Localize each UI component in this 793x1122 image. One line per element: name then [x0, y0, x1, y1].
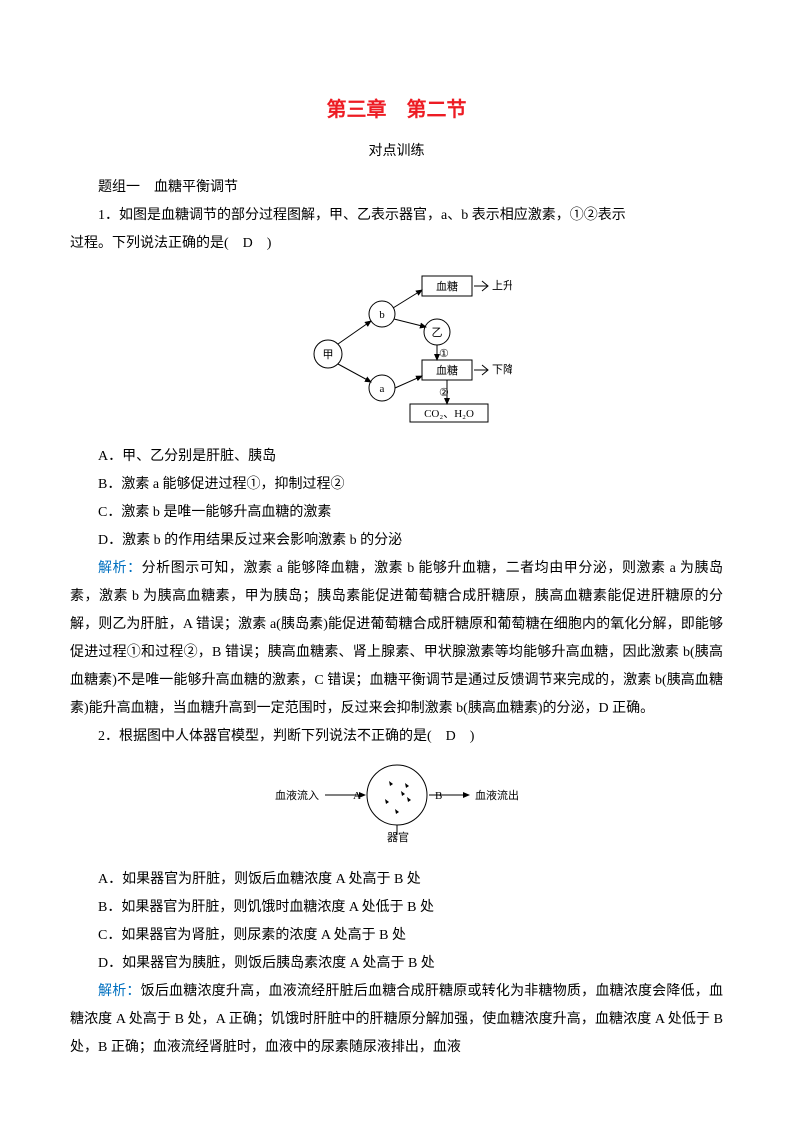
svg-text:①: ①: [439, 348, 449, 360]
svg-text:CO₂、H₂O: CO₂、H₂O: [424, 408, 474, 420]
q1-diagram: 甲ba乙血糖血糖CO₂、H₂O上升下降①②: [70, 264, 723, 435]
q1-option-a: A．甲、乙分别是肝脏、胰岛: [70, 443, 723, 471]
svg-text:血糖: 血糖: [436, 279, 458, 293]
svg-text:下降: 下降: [492, 362, 512, 376]
q2-analysis-text: 饭后血糖浓度升高，血液流经肝脏后血糖合成肝糖原或转化为非糖物质，血糖浓度会降低，…: [70, 984, 723, 1055]
q1-stem-line2: 过程。下列说法正确的是( D ): [70, 230, 723, 258]
svg-text:甲: 甲: [322, 349, 333, 361]
svg-text:②: ②: [439, 387, 449, 399]
svg-text:A: A: [353, 790, 361, 802]
svg-text:B: B: [435, 790, 442, 802]
svg-text:b: b: [379, 309, 385, 321]
page-title: 第三章 第二节: [70, 90, 723, 130]
page-subtitle: 对点训练: [70, 138, 723, 166]
q2-diagram-svg: 血液流入 血液流出 A B 器官: [267, 757, 527, 847]
svg-text:器官: 器官: [387, 830, 409, 844]
q2-option-a: A．如果器官为肝脏，则饭后血糖浓度 A 处高于 B 处: [70, 866, 723, 894]
q2-stem: 2．根据图中人体器官模型，判断下列说法不正确的是( D ): [70, 723, 723, 751]
svg-text:a: a: [379, 383, 384, 395]
analysis-label: 解析：: [98, 561, 142, 576]
q2-option-c: C．如果器官为肾脏，则尿素的浓度 A 处高于 B 处: [70, 922, 723, 950]
svg-text:乙: 乙: [431, 326, 442, 339]
q2-option-b: B．如果器官为肝脏，则饥饿时血糖浓度 A 处低于 B 处: [70, 894, 723, 922]
group-label: 题组一 血糖平衡调节: [70, 174, 723, 202]
analysis-label-2: 解析：: [98, 984, 141, 999]
q1-option-d: D．激素 b 的作用结果反过来会影响激素 b 的分泌: [70, 527, 723, 555]
q1-diagram-svg: 甲ba乙血糖血糖CO₂、H₂O上升下降①②: [282, 264, 512, 424]
q2-analysis: 解析：饭后血糖浓度升高，血液流经肝脏后血糖合成肝糖原或转化为非糖物质，血糖浓度会…: [70, 978, 723, 1062]
q1-analysis-text: 分析图示可知，激素 a 能够降血糖，激素 b 能够升血糖，二者均由甲分泌，则激素…: [70, 561, 723, 716]
q1-option-b: B．激素 a 能够促进过程①，抑制过程②: [70, 471, 723, 499]
svg-text:上升: 上升: [492, 279, 512, 292]
q1-option-c: C．激素 b 是唯一能够升高血糖的激素: [70, 499, 723, 527]
svg-text:血液流入: 血液流入: [275, 788, 319, 802]
q2-option-d: D．如果器官为胰脏，则饭后胰岛素浓度 A 处高于 B 处: [70, 950, 723, 978]
q1-analysis: 解析：分析图示可知，激素 a 能够降血糖，激素 b 能够升血糖，二者均由甲分泌，…: [70, 555, 723, 723]
svg-text:血糖: 血糖: [436, 363, 458, 377]
q2-diagram: 血液流入 血液流出 A B 器官: [70, 757, 723, 858]
svg-text:血液流出: 血液流出: [475, 788, 519, 802]
q1-stem-line1: 1．如图是血糖调节的部分过程图解，甲、乙表示器官，a、b 表示相应激素，①②表示: [70, 202, 723, 230]
